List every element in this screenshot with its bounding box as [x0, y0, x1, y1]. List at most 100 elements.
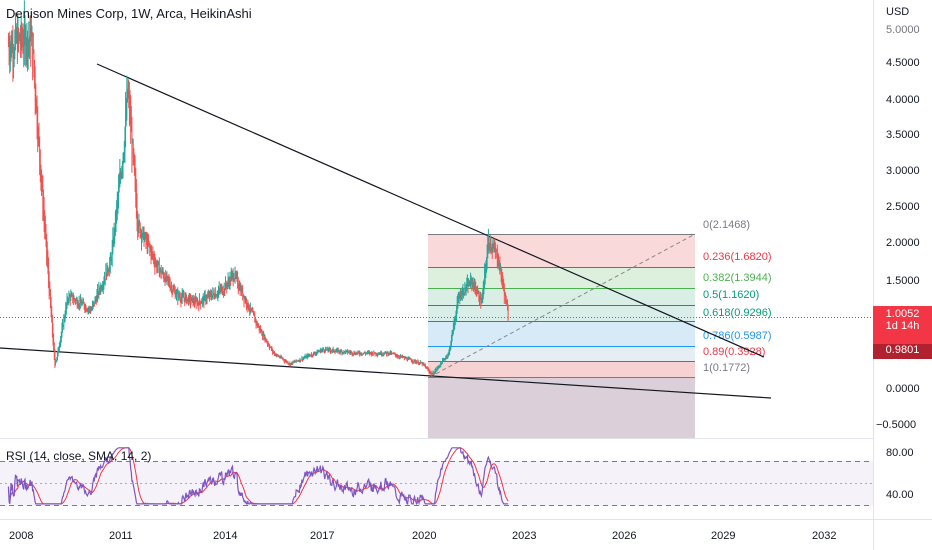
candle-body: [435, 369, 437, 371]
candle-body: [423, 363, 425, 365]
candle-body: [115, 217, 117, 222]
candle-body: [127, 89, 129, 96]
candle-body: [504, 286, 505, 300]
candle-body: [442, 359, 444, 362]
candle-body: [393, 353, 394, 355]
candle-body: [71, 293, 73, 296]
time-axis[interactable]: 2008 2011 2014 2017 2020 2023 2026 2029 …: [9, 530, 836, 542]
candle-body: [176, 291, 178, 294]
candle-body: [432, 374, 433, 375]
candle-body: [329, 348, 331, 351]
candle-body: [408, 357, 410, 360]
candle-body: [290, 363, 292, 365]
candle-body: [278, 355, 279, 357]
candle-body: [232, 272, 233, 275]
candle-body: [70, 294, 72, 299]
candle-body: [454, 318, 455, 326]
candle-body: [352, 353, 354, 355]
lower-trendline[interactable]: [0, 347, 772, 399]
candle-body: [249, 308, 250, 312]
candle-body: [490, 243, 492, 250]
candle-body: [34, 61, 35, 83]
candle-body: [172, 290, 173, 293]
upper-trendline[interactable]: [96, 63, 765, 358]
rsi-pane[interactable]: [0, 447, 873, 506]
candle-body: [45, 223, 46, 235]
candle-body: [129, 104, 131, 113]
candle-body: [470, 276, 471, 286]
candle-body: [275, 354, 277, 357]
time-axis-label: 2023: [512, 530, 536, 542]
candle-body: [359, 353, 361, 355]
candle-body: [285, 360, 287, 362]
candle-body: [255, 319, 257, 325]
candle-body: [64, 316, 65, 322]
candle-body: [442, 359, 443, 364]
candle-body: [34, 71, 36, 101]
candle-body: [489, 243, 490, 249]
candle-body: [197, 302, 198, 304]
candle-body: [316, 350, 318, 353]
candle-body: [174, 289, 175, 291]
candle-body: [421, 362, 423, 366]
candle-body: [296, 360, 298, 362]
candle-body: [109, 262, 110, 272]
candle-body: [219, 288, 221, 290]
candle-body: [72, 294, 74, 302]
candle-body: [285, 360, 286, 362]
candle-body: [33, 50, 35, 73]
candle-body: [365, 352, 366, 354]
candle-body: [41, 174, 42, 190]
time-axis-label: 2020: [412, 530, 436, 542]
candle-body: [240, 286, 242, 291]
price-axis[interactable]: 5.0000 4.5000 4.0000 3.5000 3.0000 2.500…: [876, 24, 920, 431]
candle-body: [349, 352, 351, 354]
candle-body: [421, 362, 422, 364]
chart-title[interactable]: Denison Mines Corp, 1W, Arca, HeikinAshi: [6, 6, 252, 21]
candle-body: [124, 149, 125, 158]
candle-body: [84, 305, 86, 311]
candle-body: [334, 350, 335, 353]
candle-body: [480, 297, 482, 305]
candle-body: [394, 353, 396, 355]
candle-body: [25, 31, 26, 60]
candle-body: [497, 250, 498, 264]
candle-body: [98, 285, 100, 295]
candle-body: [247, 300, 249, 306]
candle-body: [346, 350, 347, 352]
candle-body: [279, 357, 281, 359]
candle-body: [456, 298, 458, 313]
candle-body: [181, 292, 183, 299]
price-axis-label: 4.0000: [886, 94, 920, 106]
rsi-legend[interactable]: RSI (14, close, SMA, 14, 2): [6, 449, 152, 463]
candle-body: [36, 99, 37, 107]
candle-body: [162, 271, 164, 275]
candle-body: [444, 359, 446, 360]
candle-body: [323, 349, 325, 352]
price-axis-label: 2.0000: [886, 237, 920, 249]
candle-body: [425, 365, 426, 367]
candle-body: [41, 181, 43, 188]
candle-body: [178, 292, 179, 297]
candle-body: [291, 361, 293, 364]
candle-body: [118, 180, 120, 193]
candle-body: [152, 252, 153, 254]
fib-retracement[interactable]: 0(2.1468) 0.236(1.6820) 0.382(1.3944) 0.…: [428, 219, 772, 438]
candle-body: [348, 351, 350, 353]
candle-body: [367, 351, 369, 353]
rsi-axis[interactable]: 80.00 40.00: [886, 447, 914, 501]
candle-body: [370, 352, 372, 356]
candle-body: [147, 238, 149, 246]
candle-body: [77, 303, 79, 307]
candle-body: [25, 45, 27, 51]
candle-body: [302, 358, 303, 361]
candle-body: [15, 33, 17, 41]
candle-body: [82, 300, 84, 304]
candle-body: [409, 358, 411, 360]
candle-body: [229, 281, 230, 287]
candle-body: [44, 214, 46, 233]
price-series[interactable]: [7, 0, 509, 377]
candle-body: [334, 351, 336, 353]
candle-body: [146, 238, 147, 240]
